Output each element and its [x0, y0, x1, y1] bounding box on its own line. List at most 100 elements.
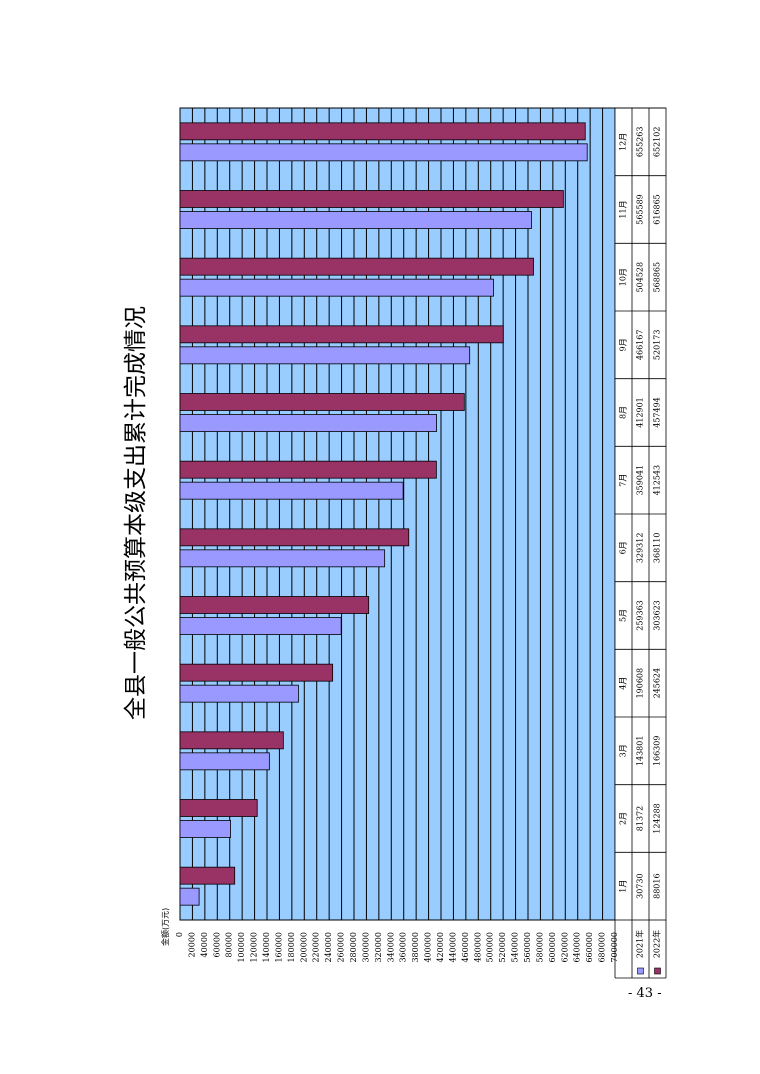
y-tick-label: 540000: [511, 932, 520, 963]
bar-2021年-10月: [179, 278, 494, 297]
y-tick-label: 80000: [225, 932, 234, 957]
category-label: 5月: [619, 609, 628, 622]
data-table: 1月 30730 88016 2月 81372 124288 3月 143801 166309 4…: [614, 107, 667, 979]
y-tick-label: 560000: [523, 932, 532, 963]
bar-2021年-1月: [179, 887, 200, 906]
bar-2022年-8月: [179, 393, 465, 411]
data-label: 303623: [653, 600, 662, 631]
page-number: - 43 -: [628, 986, 662, 1001]
y-tick-label: 240000: [324, 932, 333, 963]
category-label: 10月: [619, 268, 628, 286]
data-label: 81372: [636, 806, 645, 831]
category-label: 3月: [619, 744, 628, 757]
y-tick-label: 220000: [312, 932, 321, 963]
legend-swatch: [637, 967, 644, 975]
y-tick-label: 680000: [598, 932, 607, 963]
y-tick-label: 100000: [237, 932, 246, 963]
data-label: 568865: [653, 262, 662, 293]
category-label: 8月: [619, 406, 628, 419]
y-tick-label: 360000: [399, 932, 408, 963]
legend-swatch: [654, 967, 661, 975]
data-label: 30730: [636, 873, 645, 898]
bar-2022年-4月: [179, 663, 334, 682]
y-tick-label: 660000: [585, 932, 594, 963]
y-tick-label: 60000: [212, 932, 221, 957]
bar-2021年-11月: [179, 211, 532, 229]
y-tick-label: 500000: [486, 932, 495, 963]
data-label: 412543: [653, 465, 662, 496]
y-tick-label: 440000: [448, 932, 457, 963]
y-axis-label: 金额(万元): [160, 908, 170, 946]
data-label: 359041: [636, 465, 645, 496]
bar-2022年-1月: [179, 866, 236, 885]
data-label: 166309: [653, 736, 662, 767]
category-label: 7月: [619, 474, 628, 487]
legend-label: 2022年: [652, 930, 662, 958]
category-label: 9月: [619, 338, 628, 351]
bar-2022年-9月: [179, 325, 504, 344]
data-label: 412901: [636, 397, 645, 428]
plot-area: [179, 107, 616, 921]
gridlines: [179, 108, 616, 920]
bar-2022年-5月: [179, 596, 370, 614]
category-label: 12月: [619, 133, 628, 151]
bar-2021年-4月: [179, 684, 299, 703]
y-tick-label: 200000: [299, 932, 308, 963]
bars: [179, 122, 588, 906]
bar-2022年-2月: [179, 799, 258, 817]
y-tick-label: 460000: [461, 932, 470, 963]
y-tick-label: 120000: [250, 932, 259, 963]
y-tick-label: 260000: [337, 932, 346, 963]
y-tick-label: 620000: [560, 932, 569, 963]
data-label: 124288: [653, 803, 662, 834]
y-tick-label: 0: [175, 932, 184, 937]
bar-2022年-10月: [179, 257, 534, 276]
y-tick-label: 640000: [573, 932, 582, 963]
data-label: 565589: [636, 194, 645, 225]
bar-2021年-12月: [179, 143, 588, 162]
data-label: 520173: [653, 330, 662, 361]
bar-2021年-7月: [179, 481, 404, 500]
data-label: 616865: [653, 194, 662, 225]
bar-2021年-2月: [179, 820, 231, 838]
data-label: 259363: [636, 600, 645, 631]
y-tick-label: 580000: [535, 932, 544, 963]
data-label: 245624: [653, 668, 662, 699]
bar-2021年-3月: [179, 752, 270, 771]
data-label: 329312: [636, 533, 645, 564]
y-tick-label: 180000: [287, 932, 296, 963]
y-tick-label: 340000: [386, 932, 395, 963]
y-axis: 0 20000 40000 60000 80000 100000 120000 140000 1…: [175, 932, 619, 963]
y-tick-label: 280000: [349, 932, 358, 963]
y-tick-label: 520000: [498, 932, 507, 963]
y-tick-label: 420000: [436, 932, 445, 963]
y-tick-label: 40000: [200, 932, 209, 957]
y-tick-label: 160000: [274, 932, 283, 963]
y-tick-label: 700000: [610, 932, 619, 963]
category-label: 1月: [619, 880, 628, 893]
y-tick-label: 480000: [473, 932, 482, 963]
data-label: 655263: [636, 127, 645, 158]
data-label: 466167: [636, 330, 645, 361]
bar-2022年-11月: [179, 190, 564, 208]
data-label: 190608: [636, 668, 645, 699]
data-label: 504528: [636, 262, 645, 293]
y-tick-label: 380000: [411, 932, 420, 963]
data-label: 88016: [653, 873, 662, 898]
y-tick-label: 300000: [361, 932, 370, 963]
bar-2021年-9月: [179, 346, 471, 365]
bar-2021年-6月: [179, 549, 386, 568]
bar-2022年-12月: [179, 122, 586, 141]
y-tick-label: 600000: [548, 932, 557, 963]
data-label: 652102: [653, 127, 662, 158]
bar-2022年-7月: [179, 460, 437, 479]
data-label: 143801: [636, 736, 645, 767]
y-tick-label: 20000: [187, 932, 196, 957]
legend-label: 2021年: [635, 930, 645, 958]
bar-2022年-6月: [179, 528, 410, 547]
y-tick-label: 140000: [262, 932, 271, 963]
y-tick-label: 400000: [424, 932, 433, 963]
bar-2021年-5月: [179, 617, 342, 635]
category-label: 11月: [619, 200, 628, 218]
